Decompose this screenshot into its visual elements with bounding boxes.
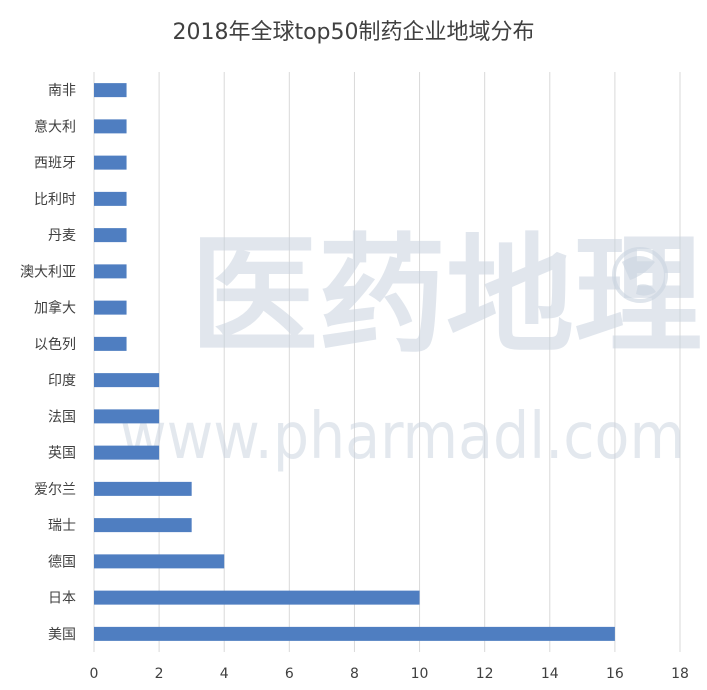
x-tick-label: 2 <box>155 666 164 682</box>
bar-9 <box>94 300 127 315</box>
bar-2 <box>94 554 225 569</box>
category-label: 以色列 <box>34 336 76 353</box>
bar-7 <box>94 373 160 388</box>
category-label: 印度 <box>48 373 76 389</box>
x-tick-label: 6 <box>285 666 294 682</box>
bar-3 <box>94 518 192 533</box>
x-tick-label: 10 <box>411 666 429 682</box>
bar-5 <box>94 445 160 460</box>
category-label: 澳大利亚 <box>20 264 76 280</box>
bar-1 <box>94 590 420 605</box>
x-tick-label: 0 <box>90 666 99 682</box>
category-label: 英国 <box>48 445 76 462</box>
bar-8 <box>94 336 127 351</box>
category-label: 德国 <box>48 554 76 570</box>
watermark-logo-text: 医药地理 <box>190 222 702 371</box>
category-label: 南非 <box>48 83 76 99</box>
category-label: 瑞士 <box>48 518 76 534</box>
globe-icon <box>612 247 668 303</box>
category-label: 美国 <box>48 627 76 643</box>
x-tick-label: 18 <box>671 666 689 682</box>
watermark-url: www.pharmadl.com <box>120 400 685 474</box>
grid-lines <box>93 72 681 652</box>
x-tick-label: 14 <box>541 666 559 682</box>
x-tick-label: 12 <box>476 666 494 682</box>
bar-6 <box>94 409 160 424</box>
bar-11 <box>94 228 127 243</box>
category-label: 意大利 <box>34 118 76 135</box>
bar-12 <box>94 191 127 206</box>
x-tick-label: 8 <box>350 666 359 682</box>
bars <box>94 83 615 641</box>
category-labels: 美国 日本 德国 瑞士 爱尔兰 英国 法国 印度 以色列 加拿大 澳大利亚 丹麦 比利时 西班牙 意大利 南非 <box>20 83 76 643</box>
bar-15 <box>94 83 127 98</box>
category-label: 丹麦 <box>48 228 76 244</box>
category-label: 比利时 <box>34 192 76 208</box>
x-tick-labels: 0 2 4 6 8 10 12 14 16 18 <box>90 666 689 682</box>
watermark: 医药地理 www.pharmadl.com <box>120 222 702 474</box>
category-label: 法国 <box>48 409 76 425</box>
x-tick-label: 4 <box>220 666 229 682</box>
bar-4 <box>94 481 192 496</box>
bar-14 <box>94 119 127 134</box>
category-label: 西班牙 <box>34 156 76 172</box>
x-tick-label: 16 <box>606 666 624 682</box>
bar-13 <box>94 155 127 170</box>
category-label: 加拿大 <box>34 300 76 317</box>
bar-10 <box>94 264 127 279</box>
category-label: 日本 <box>48 591 76 607</box>
category-label: 爱尔兰 <box>34 482 76 498</box>
bar-0 <box>94 626 615 641</box>
chart-title: 2018年全球top50制药企业地域分布 <box>172 20 535 45</box>
